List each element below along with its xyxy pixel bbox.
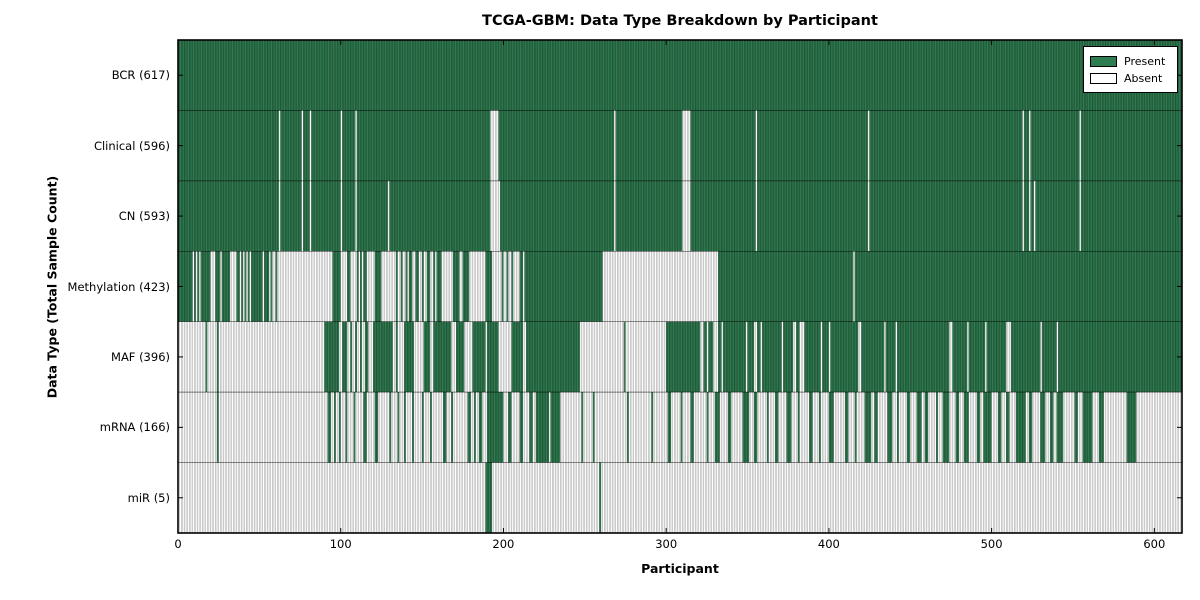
y-tick-label-bcr: BCR (617) bbox=[111, 68, 170, 83]
legend-swatch-absent bbox=[1090, 73, 1117, 84]
x-tick-label-400: 400 bbox=[817, 537, 840, 551]
x-tick-label-500: 500 bbox=[980, 537, 1003, 551]
y-tick-label-maf: MAF (396) bbox=[111, 349, 170, 364]
y-tick-label-clinical: Clinical (596) bbox=[93, 138, 170, 153]
legend: Present Absent bbox=[1083, 46, 1178, 93]
legend-swatch-present bbox=[1090, 56, 1117, 67]
y-tick-label-mrna: mRNA (166) bbox=[99, 420, 170, 435]
legend-label: Present bbox=[1124, 55, 1166, 68]
y-tick-label-methylation: Methylation (423) bbox=[67, 279, 170, 294]
x-tick-label-100: 100 bbox=[329, 537, 352, 551]
legend-entry-absent: Absent bbox=[1090, 71, 1171, 86]
x-axis-label: Participant bbox=[641, 561, 719, 576]
y-tick-label-mir: miR (5) bbox=[127, 490, 170, 505]
legend-entry-present: Present bbox=[1090, 54, 1171, 69]
legend-label: Absent bbox=[1124, 72, 1163, 85]
x-tick-label-600: 600 bbox=[1143, 537, 1166, 551]
x-tick-label-200: 200 bbox=[492, 537, 515, 551]
chart-title: TCGA-GBM: Data Type Breakdown by Partici… bbox=[482, 13, 878, 29]
y-tick-label-cn: CN (593) bbox=[118, 209, 170, 224]
x-tick-label-300: 300 bbox=[655, 537, 678, 551]
x-tick-label-0: 0 bbox=[174, 537, 182, 551]
